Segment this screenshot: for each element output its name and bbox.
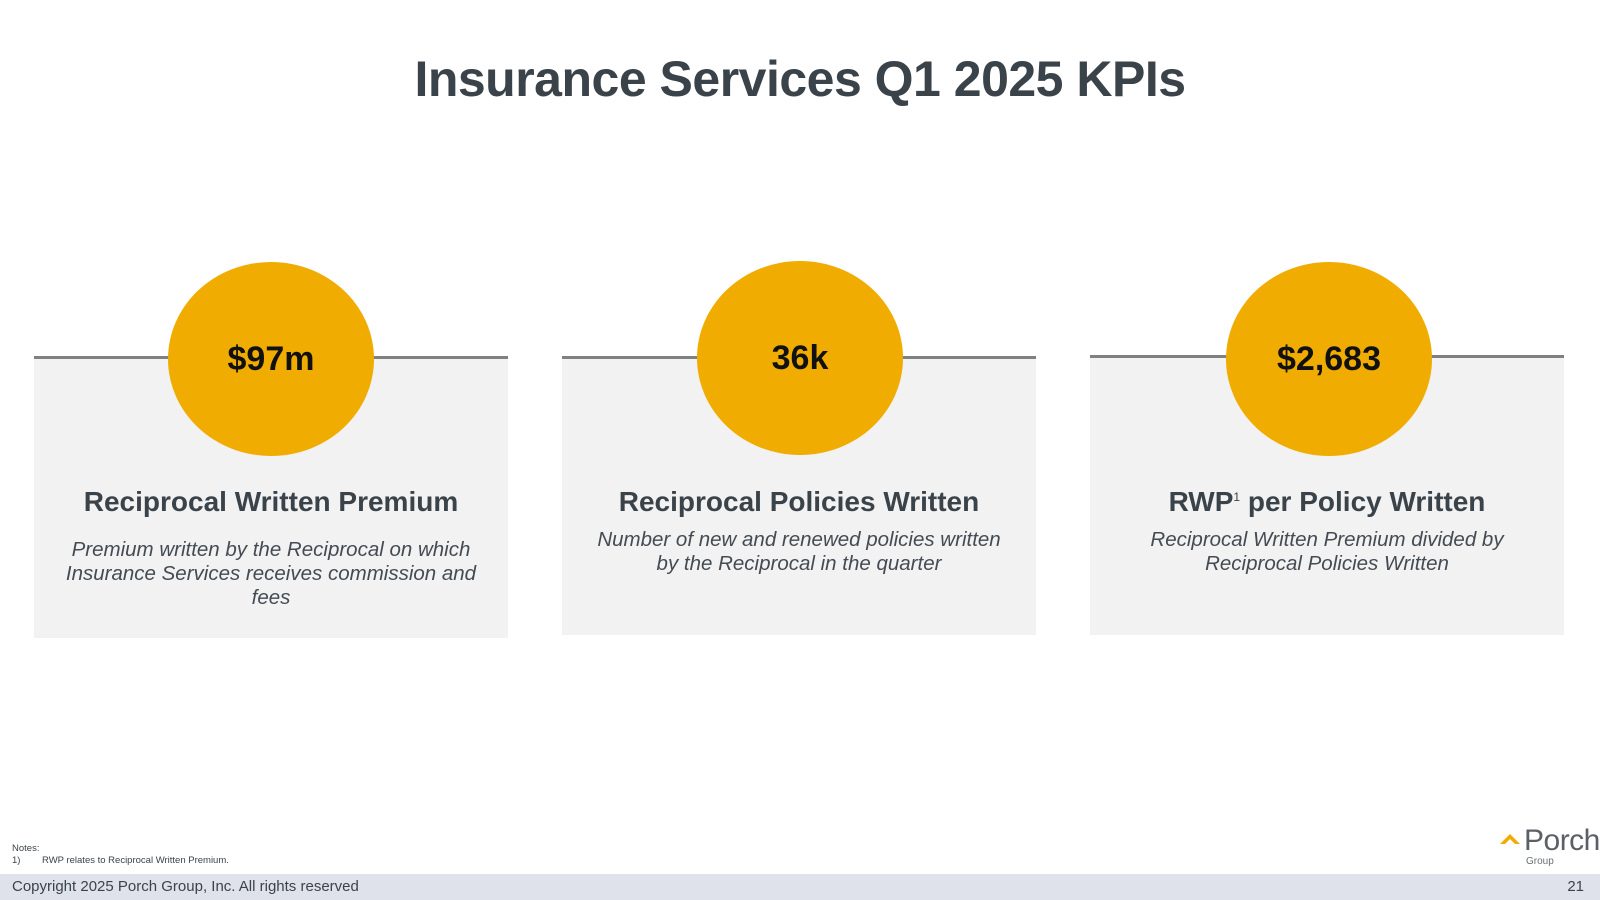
kpi-value-circle: $97m bbox=[168, 262, 374, 456]
porch-group-logo: Porch Group bbox=[1500, 824, 1600, 870]
page-number: 21 bbox=[1567, 878, 1584, 895]
copyright-text: Copyright 2025 Porch Group, Inc. All rig… bbox=[12, 878, 359, 895]
kpi-card-rwp-per-policy: RWP1 per Policy Written Reciprocal Writt… bbox=[1090, 358, 1564, 635]
kpi-heading-rest: per Policy Written bbox=[1240, 486, 1486, 517]
logo-wordmark: Porch bbox=[1524, 824, 1600, 857]
kpi-value: $2,683 bbox=[1277, 339, 1381, 378]
kpi-description: Number of new and renewed policies writt… bbox=[597, 528, 1001, 575]
footnote-text: RWP relates to Reciprocal Written Premiu… bbox=[42, 855, 229, 866]
logo-subtext: Group bbox=[1526, 856, 1554, 867]
kpi-heading: Reciprocal Written Premium bbox=[83, 486, 459, 517]
kpi-value-circle: 36k bbox=[697, 261, 903, 455]
kpi-description: Premium written by the Reciprocal on whi… bbox=[65, 538, 477, 609]
footnote-number: 1) bbox=[12, 855, 21, 866]
footnote-marker: 1 bbox=[1233, 490, 1241, 504]
footnotes: Notes: 1) RWP relates to Reciprocal Writt… bbox=[12, 843, 229, 867]
kpi-value: $97m bbox=[227, 339, 315, 378]
kpi-description: Reciprocal Written Premium divided by Re… bbox=[1150, 528, 1504, 575]
kpi-heading: Reciprocal Policies Written bbox=[618, 486, 980, 517]
footnote-item: 1) RWP relates to Reciprocal Written Prem… bbox=[12, 855, 229, 867]
kpi-value-circle: $2,683 bbox=[1226, 262, 1432, 456]
roof-chevron-icon bbox=[1500, 834, 1520, 844]
footer-bar: Copyright 2025 Porch Group, Inc. All rig… bbox=[0, 874, 1600, 900]
notes-label: Notes: bbox=[12, 843, 40, 854]
kpi-heading: RWP1 per Policy Written bbox=[1090, 486, 1564, 518]
kpi-value: 36k bbox=[771, 338, 829, 377]
kpi-heading-main: RWP bbox=[1168, 486, 1234, 517]
slide-title: Insurance Services Q1 2025 KPIs bbox=[414, 51, 1186, 107]
